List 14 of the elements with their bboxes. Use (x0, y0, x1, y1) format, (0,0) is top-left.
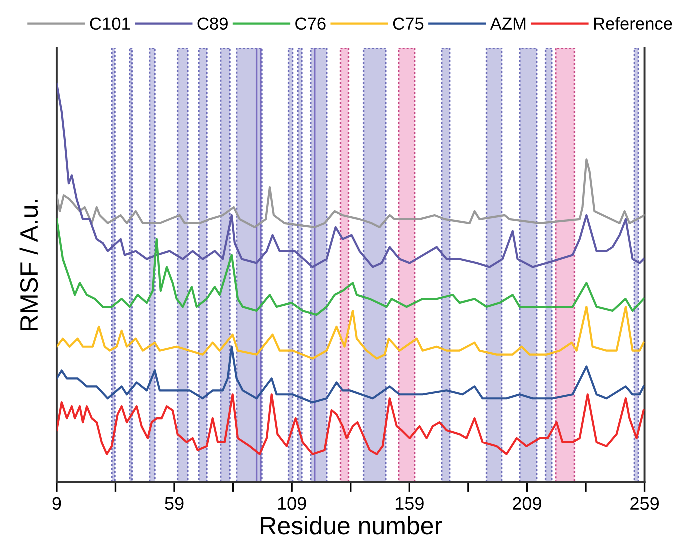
legend-label: C76 (296, 18, 326, 30)
legend-label: C75 (393, 18, 424, 30)
x-tick-label: 9 (52, 497, 62, 510)
x-tick-label: 109 (278, 497, 306, 510)
x-tick-label: 259 (630, 497, 659, 510)
x-tick-label: 159 (396, 497, 424, 510)
x-axis-title: Residue number (261, 516, 442, 535)
x-tick-label: 59 (165, 497, 184, 510)
x-tick-label: 209 (513, 497, 542, 510)
legend-label: Reference (594, 17, 672, 30)
legend-label: AZM (490, 18, 526, 30)
y-axis-title: RMSF / A.u. (20, 200, 38, 331)
legend-label: C101 (90, 18, 130, 30)
legend-label: C89 (198, 18, 228, 30)
